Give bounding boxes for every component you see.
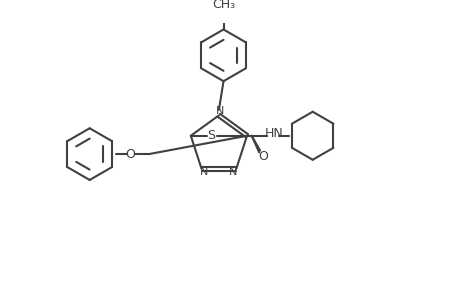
Text: O: O — [257, 150, 267, 163]
Text: N: N — [229, 167, 237, 178]
Text: HN: HN — [264, 128, 283, 140]
Text: S: S — [207, 129, 215, 142]
Text: N: N — [200, 167, 208, 178]
Text: N: N — [215, 106, 224, 116]
Text: O: O — [125, 148, 135, 160]
Text: CH₃: CH₃ — [212, 0, 235, 11]
